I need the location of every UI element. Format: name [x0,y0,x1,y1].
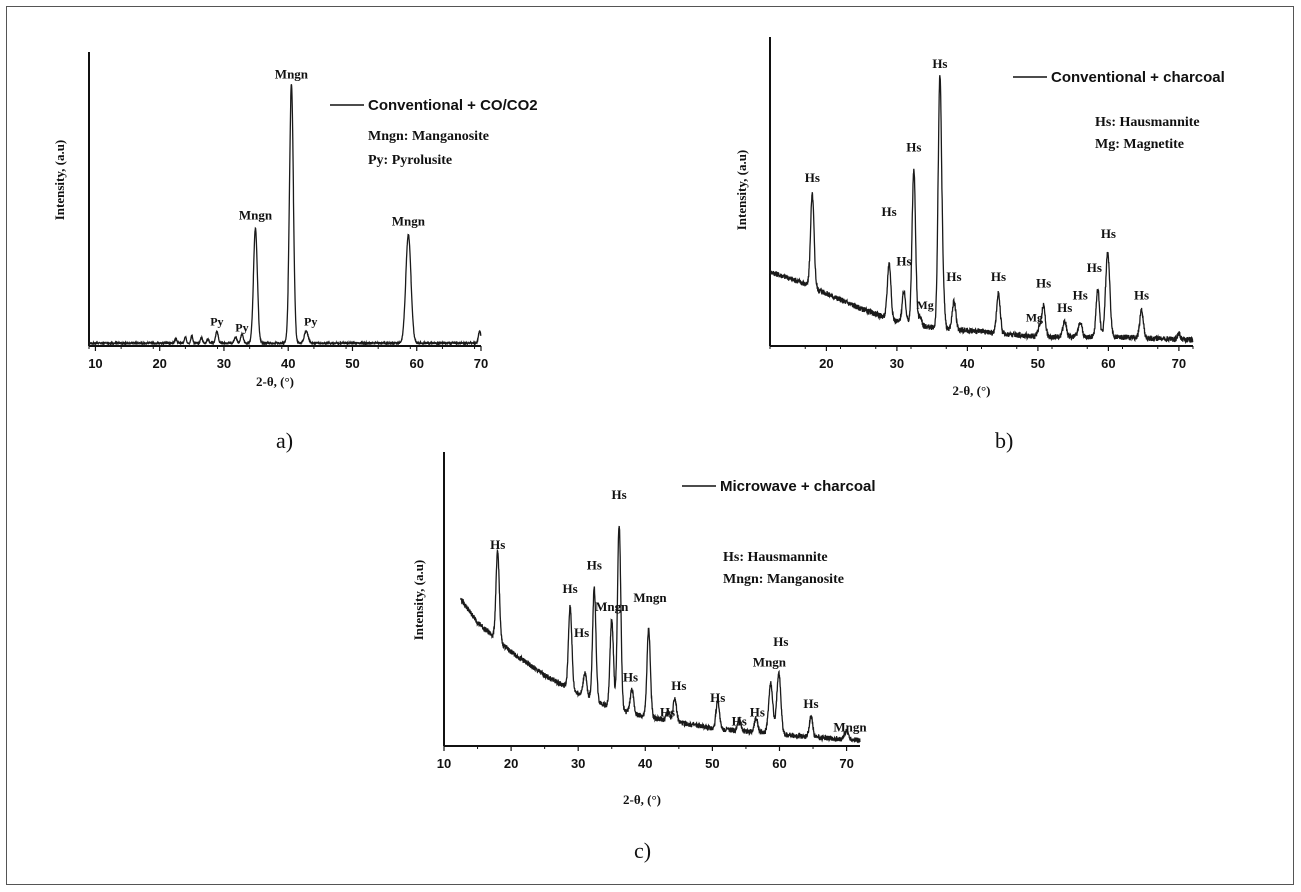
panel-c-peak-label: Mngn [633,590,667,605]
panel-b-x-tick-label: 30 [890,356,904,371]
panel-c-peak-label: Mngn [753,655,787,670]
panel-b-peak-label: Hs [1036,275,1051,290]
panel-c-legend-text: Microwave + charcoal [720,478,876,495]
panel-a-peak-label: Mngn [275,66,309,81]
panel-c-x-tick-label: 20 [504,756,518,771]
panel-c-peak-label: Hs [623,669,638,684]
panel-a-x-axis-label: 2-θ, (°) [256,374,294,389]
panel-b-legend-note: Hs: Hausmannite [1095,115,1200,130]
panel-c-peak-label: Hs [750,705,765,720]
panel-b-peak-label: Hs [906,139,921,154]
panel-b-legend-note: Mg: Magnetite [1095,137,1184,152]
panel-a-xrd-trace [88,84,482,347]
panel-b-legend-text: Conventional + charcoal [1051,69,1225,86]
panel-b-x-tick-label: 60 [1101,356,1115,371]
panel-b-peak-label: Hs [1073,288,1088,303]
panel-c-x-tick-label: 40 [638,756,652,771]
panel-a-peak-label: Py [235,320,248,334]
panel-b-peak-label: Hs [882,204,897,219]
panel-a-legend-note: Mngn: Manganosite [368,129,489,144]
panel-c-peak-label: Hs [612,487,627,502]
panel-c-x-tick-label: 30 [571,756,585,771]
panel-b-peak-label: Mg [1026,310,1043,324]
panel-b-peak-label: Hs [1101,226,1116,241]
panel-c-y-axis-label: Intensity, (a.u) [411,560,426,641]
panel-b-x-tick-label: 20 [819,356,833,371]
panel-c-peak-label: Hs [671,678,686,693]
panel-a-x-tick-label: 10 [88,356,102,371]
panel-b-x-tick-label: 70 [1172,356,1186,371]
panel-b-peak-label: Hs [896,254,911,269]
panel-b-peak-label: Mg [916,298,933,312]
panel-c-legend-note: Hs: Hausmannite [723,550,828,565]
panel-a-x-tick-label: 30 [217,356,231,371]
panel-a-y-axis-label: Intensity, (a.u) [52,140,67,221]
panel-a-legend-note: Py: Pyrolusite [368,153,452,168]
panel-b-peak-label: Hs [1134,288,1149,303]
panel-a-x-tick-label: 40 [281,356,295,371]
panel-b-x-tick-label: 40 [960,356,974,371]
panel-b-xrd-trace [769,75,1194,345]
panel-c-peak-label: Hs [587,558,602,573]
panel-a-x-tick-label: 70 [474,356,488,371]
panel-c-x-tick-label: 50 [705,756,719,771]
panel-c-x-tick-label: 60 [772,756,786,771]
panel-c-peak-label: Hs [732,713,747,728]
panel-c-legend-note: Mngn: Manganosite [723,572,844,587]
panel-c-peak-label: Hs [563,581,578,596]
panel-b-peak-label: Hs [805,170,820,185]
panel-c-peak-label: Hs [660,705,675,720]
panel-b-peak-label: Hs [1057,300,1072,315]
panel-b-peak-label: Hs [946,269,961,284]
panel-a-peak-label: Mngn [392,213,426,228]
panel-c-x-tick-label: 70 [839,756,853,771]
panel-c-peak-label: Hs [574,625,589,640]
panel-a-legend-text: Conventional + CO/CO2 [368,97,538,114]
panel-a-peak-label: Py [304,314,317,328]
panel-label-b: b) [995,428,1014,453]
panel-c-peak-label: Hs [803,696,818,711]
panel-c-peak-label: Mngn [595,599,629,614]
panel-c-x-axis-label: 2-θ, (°) [623,792,661,807]
panel-a-x-tick-label: 50 [345,356,359,371]
panel-c-peak-label: Mngn [833,719,867,734]
panel-a-peak-label: Mngn [239,208,273,223]
panel-a-x-tick-label: 60 [410,356,424,371]
panel-b-peak-label: Hs [1087,260,1102,275]
figure-frame [6,6,1294,885]
panel-a-peak-label: Py [210,314,223,328]
panel-b-peak-label: Hs [991,269,1006,284]
panel-label-a: a) [276,428,294,453]
panel-c-x-tick-label: 10 [437,756,451,771]
panel-c-xrd-trace [460,525,861,744]
panel-b-x-axis-label: 2-θ, (°) [953,383,991,398]
panel-b-x-tick-label: 50 [1031,356,1045,371]
panel-c-peak-label: Hs [710,690,725,705]
panel-b-y-axis-label: Intensity, (a.u) [734,150,749,231]
panel-c-peak-label: Hs [490,537,505,552]
panel-b-peak-label: Hs [932,56,947,71]
panel-a-x-tick-label: 20 [152,356,166,371]
panel-c-peak-label: Hs [773,634,788,649]
panel-label-c: c) [634,838,652,863]
